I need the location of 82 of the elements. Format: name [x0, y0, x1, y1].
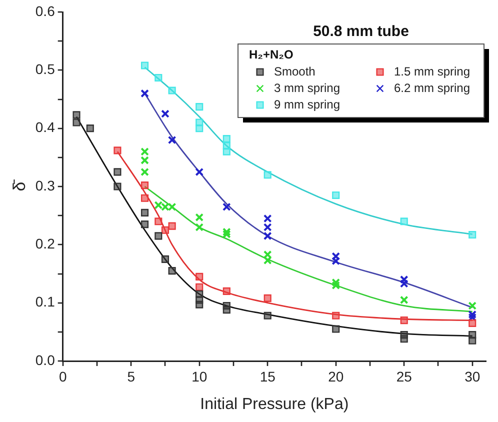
- point: [168, 202, 176, 212]
- legend-label: Smooth: [274, 64, 316, 78]
- point: [154, 74, 162, 82]
- point: [140, 220, 149, 228]
- point: [161, 226, 170, 234]
- point: [140, 194, 149, 202]
- point: [468, 230, 476, 239]
- point: [400, 275, 408, 284]
- point: [168, 136, 176, 144]
- point: [468, 319, 476, 327]
- point: [468, 302, 477, 310]
- point: [72, 111, 80, 119]
- point: [161, 202, 170, 212]
- point: [154, 218, 162, 226]
- point: [168, 267, 176, 275]
- y-tick-label: 0.1: [35, 294, 56, 310]
- point: [332, 278, 340, 287]
- x-tick-label: 5: [127, 368, 136, 384]
- y-axis-title: δ̄: [10, 178, 29, 192]
- point: [468, 336, 476, 344]
- point: [140, 208, 149, 216]
- point: [468, 310, 477, 319]
- point: [222, 135, 230, 143]
- legend-label: 6.2 mm spring: [394, 80, 470, 95]
- point: [332, 191, 340, 200]
- point: [222, 287, 230, 295]
- point: [195, 168, 204, 176]
- y-tick-label: 0.3: [35, 177, 56, 194]
- point: [264, 171, 272, 179]
- point: [468, 313, 477, 322]
- point: [196, 283, 204, 291]
- point: [168, 86, 176, 94]
- legend-title: H₂+N₂O: [249, 47, 294, 62]
- x-tick-label: 20: [328, 368, 344, 384]
- y-tick-label: 0.6: [35, 2, 56, 19]
- point: [114, 168, 122, 176]
- y-tick-label: 0.2: [35, 236, 56, 252]
- y-tick-label: 0.5: [35, 61, 56, 78]
- point: [196, 272, 204, 280]
- point: [114, 146, 122, 154]
- point: [222, 202, 231, 212]
- point: [222, 148, 230, 156]
- x-tick-label: 0: [58, 368, 67, 384]
- point: [140, 89, 149, 98]
- x-axis-title: Initial Pressure (kPa): [200, 396, 349, 413]
- point: [140, 62, 149, 70]
- point: [154, 232, 162, 240]
- point: [400, 296, 408, 304]
- point: [400, 218, 408, 226]
- point: [222, 230, 231, 238]
- point: [196, 124, 204, 132]
- x-tick-label: 25: [396, 368, 412, 384]
- y-tick-label: 0.0: [35, 352, 56, 368]
- x-tick-label: 15: [260, 368, 276, 384]
- legend-label: 9 mm spring: [274, 97, 340, 112]
- point: [168, 222, 176, 230]
- point: [332, 281, 340, 290]
- point: [400, 335, 408, 343]
- point: [332, 325, 340, 333]
- point: [222, 228, 231, 236]
- y-tick-label: 0.4: [35, 119, 56, 136]
- point: [332, 312, 340, 320]
- point: [400, 316, 408, 324]
- point: [72, 118, 80, 126]
- point: [222, 306, 230, 314]
- point: [264, 294, 272, 302]
- point: [400, 279, 408, 288]
- x-tick-label: 10: [192, 368, 208, 384]
- legend-label: 3 mm spring: [274, 80, 340, 95]
- point: [114, 182, 122, 190]
- point: [161, 255, 170, 263]
- point: [196, 300, 204, 308]
- point: [154, 200, 163, 210]
- point: [86, 124, 94, 132]
- point: [140, 168, 149, 176]
- point: [140, 182, 149, 190]
- point: [264, 312, 272, 320]
- text: 50.8 mm tube: [313, 23, 409, 40]
- point: [196, 103, 204, 111]
- x-tick-label: 30: [464, 368, 480, 384]
- point: [161, 110, 170, 118]
- legend-label: 1.5 mm spring: [394, 64, 470, 78]
